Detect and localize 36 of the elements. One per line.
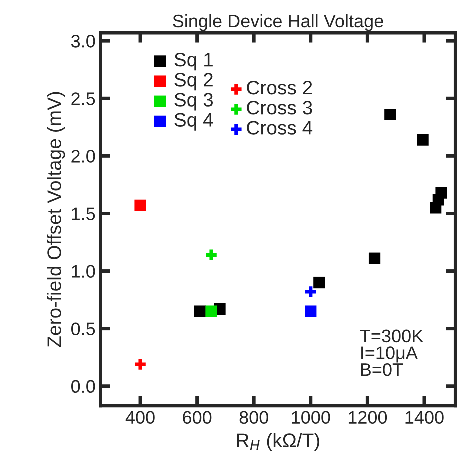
y-axis-title: Zero-field Offset Voltage (mV) [47, 92, 66, 348]
legend-label: Sq 3 [174, 93, 214, 111]
y-tick-label: 2.0 [72, 150, 96, 163]
y-tick-label: 1.5 [72, 208, 96, 220]
point [368, 252, 381, 264]
point [306, 286, 316, 298]
point [134, 200, 146, 212]
legend-label: Sq 4 [174, 113, 214, 131]
y-tick-label: 0.5 [72, 322, 96, 336]
x-axis-title: R$_{H}$ (kΩ/T) [237, 433, 320, 452]
x-tick-label: 400 [126, 411, 155, 424]
x-tick-label: 1000 [292, 411, 330, 424]
annotation: T=300K I=10μA B=0T [360, 330, 424, 376]
point [206, 250, 217, 261]
point [206, 306, 218, 318]
chart-title: Single Device Hall Voltage [173, 14, 384, 32]
y-tick-label: 0.0 [72, 380, 96, 394]
y-tick-label: 2.5 [72, 92, 96, 106]
x-tick-label: 800 [240, 411, 268, 424]
x-tick-label: 600 [183, 411, 212, 424]
point [417, 134, 429, 146]
legend-label: Sq 2 [174, 73, 213, 91]
legend-label: Cross 3 [247, 101, 312, 115]
point [135, 359, 146, 370]
legend-label: Cross 2 [247, 80, 312, 95]
y-tick-label: 3.0 [71, 35, 96, 48]
y-tick-label: 1.0 [72, 265, 96, 278]
x-tick-label: 1400 [406, 411, 444, 424]
point [194, 306, 206, 318]
point [384, 108, 396, 121]
legend-label: Sq 1 [174, 53, 213, 71]
point [436, 187, 448, 199]
legend-label: Cross 4 [247, 121, 313, 135]
x-tick-label: 1200 [348, 411, 388, 424]
point [305, 306, 317, 318]
point [314, 276, 326, 289]
